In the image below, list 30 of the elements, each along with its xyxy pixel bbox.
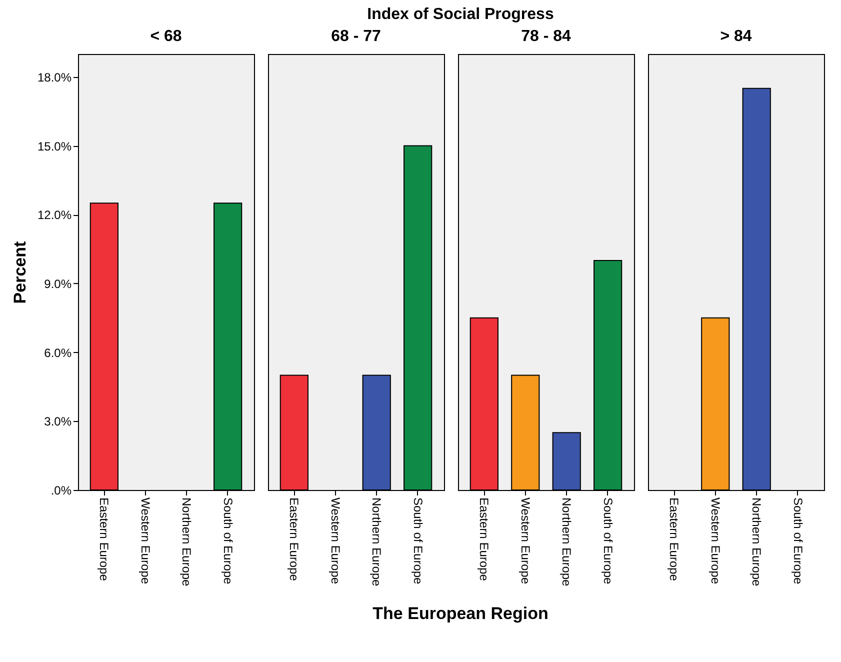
x-tick-label: Eastern Europe: [667, 498, 682, 582]
x-tick-label: Northern Europe: [370, 498, 384, 587]
x-axis-title: The European Region: [372, 604, 550, 624]
y-tick-label: 15.0%: [37, 139, 72, 154]
x-tick-label: Western Europe: [328, 498, 342, 584]
x-tick-label: South of Europe: [790, 498, 805, 585]
x-tick-label: Northern Europe: [560, 498, 574, 587]
x-tick-label: South of Europe: [600, 498, 615, 585]
x-tick-label: Western Europe: [708, 498, 722, 584]
x-tick-label: Eastern Europe: [287, 498, 302, 582]
x-tick-label: Eastern Europe: [477, 498, 492, 582]
chart-title: < 68: [150, 28, 182, 45]
y-tick-label: 9.0%: [44, 276, 72, 291]
y-tick-label: 12.0%: [37, 208, 72, 222]
x-tick-label: Northern Europe: [180, 498, 194, 587]
x-tick-label: Northern Europe: [750, 498, 764, 587]
x-tick-label: Western Europe: [518, 498, 532, 584]
y-tick-label: 3.0%: [44, 414, 72, 429]
y-tick-label: 6.0%: [44, 346, 72, 360]
y-tick-label: .0%: [50, 484, 72, 498]
y-axis-title: Percent: [10, 240, 30, 304]
x-tick-label: Eastern Europe: [97, 498, 112, 582]
chart-title: > 84: [720, 28, 752, 45]
x-tick-label: South of Europe: [220, 498, 235, 585]
text: Index of Social Progress: [366, 6, 555, 25]
y-tick-label: 18.0%: [37, 70, 72, 84]
x-tick-label: Western Europe: [138, 498, 152, 584]
chart-title: 68 - 77: [331, 28, 382, 45]
chart-title: 78 - 84: [521, 28, 572, 45]
x-tick-label: South of Europe: [410, 498, 425, 585]
